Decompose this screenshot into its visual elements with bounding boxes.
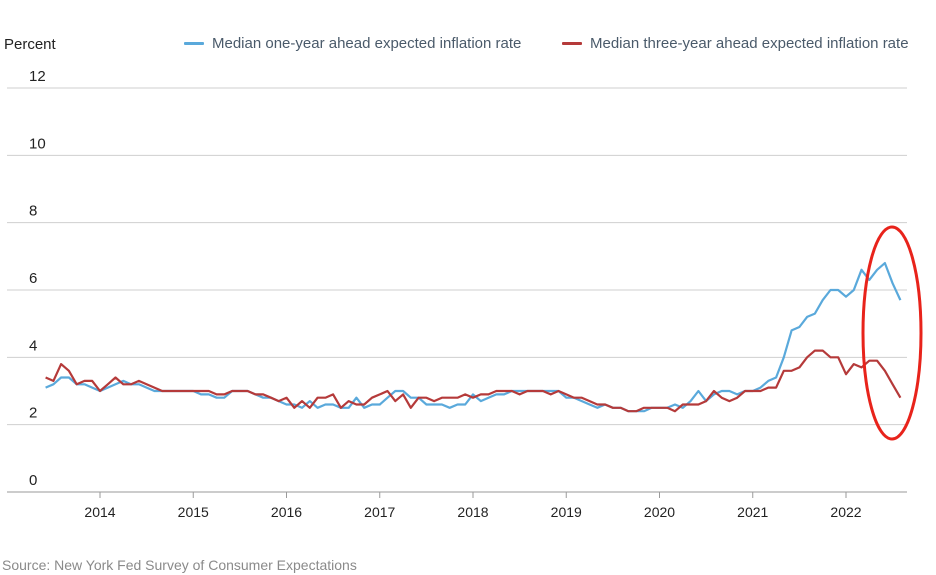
y-tick-label: 0 (29, 472, 37, 489)
x-tick-labels: 2014 2015 2016 2017 2018 2019 2020 2021 2022 (84, 504, 861, 520)
legend-item-one-year: Median one-year ahead expected inflation… (184, 35, 521, 52)
gridlines (7, 87, 907, 426)
y-axis-title: Percent (4, 36, 56, 53)
y-tick-label: 8 (29, 203, 37, 220)
y-tick-label: 10 (29, 135, 46, 152)
x-tick-label: 2019 (551, 504, 582, 520)
y-tick-labels: 0 2 4 6 8 10 12 (29, 68, 46, 489)
series-lines (45, 262, 902, 413)
legend-swatch-one-year (184, 42, 204, 45)
legend-label-three-year: Median three-year ahead expected inflati… (590, 35, 909, 52)
source-note: Source: New York Fed Survey of Consumer … (2, 557, 357, 573)
series-line-three-year (45, 349, 902, 413)
y-tick-label: 12 (29, 68, 46, 85)
highlight-ellipse (861, 225, 923, 441)
x-tick-label: 2017 (364, 504, 395, 520)
x-tick-label: 2014 (84, 504, 115, 520)
series-line-one-year (45, 262, 902, 413)
x-tick-label: 2021 (737, 504, 768, 520)
y-tick-label: 6 (29, 270, 37, 287)
x-tick-label: 2018 (457, 504, 488, 520)
legend-label-one-year: Median one-year ahead expected inflation… (212, 35, 522, 52)
y-tick-label: 2 (29, 405, 37, 422)
x-tick-label: 2016 (271, 504, 302, 520)
y-tick-label: 4 (29, 337, 37, 354)
x-tick-label: 2015 (178, 504, 209, 520)
x-tick-label: 2022 (830, 504, 861, 520)
legend-item-three-year: Median three-year ahead expected inflati… (562, 35, 909, 52)
legend-swatch-three-year (562, 42, 582, 45)
x-axis (7, 491, 907, 498)
x-tick-label: 2020 (644, 504, 675, 520)
